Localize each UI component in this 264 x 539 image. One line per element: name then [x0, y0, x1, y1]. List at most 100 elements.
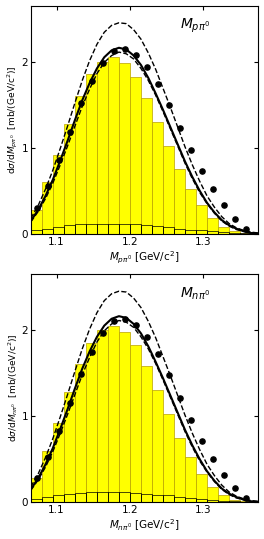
Bar [64, 392, 75, 502]
Bar [53, 495, 64, 502]
Point [167, 370, 171, 379]
Bar [86, 343, 97, 502]
Y-axis label: d$\sigma$/d$M_{p\pi^0}$  [mb/(GeV/c$^2$)]: d$\sigma$/d$M_{p\pi^0}$ [mb/(GeV/c$^2$)] [6, 65, 20, 174]
Bar [229, 233, 240, 234]
Bar [119, 63, 130, 234]
Bar [31, 210, 42, 234]
Point [211, 185, 215, 194]
Bar [207, 487, 218, 502]
Point [178, 123, 182, 132]
Bar [97, 492, 108, 502]
Bar [163, 495, 174, 502]
Bar [141, 225, 152, 234]
Point [145, 333, 149, 341]
Bar [218, 232, 229, 234]
Bar [185, 458, 196, 502]
Bar [31, 499, 42, 502]
Point [244, 224, 248, 233]
Bar [64, 225, 75, 234]
Bar [75, 364, 86, 502]
Bar [141, 366, 152, 502]
Point [156, 80, 160, 88]
Bar [207, 231, 218, 234]
Bar [229, 501, 240, 502]
Bar [86, 74, 97, 234]
Bar [42, 182, 53, 234]
Point [68, 128, 72, 136]
Point [46, 453, 50, 462]
Bar [119, 492, 130, 502]
Bar [163, 414, 174, 502]
Bar [174, 229, 185, 234]
Bar [75, 96, 86, 234]
Point [178, 393, 182, 402]
Bar [108, 57, 119, 234]
Bar [196, 231, 207, 234]
Point [167, 100, 171, 109]
Point [90, 347, 94, 356]
Bar [130, 224, 141, 234]
X-axis label: $M_{p\pi^0}$ [GeV/c$^2$]: $M_{p\pi^0}$ [GeV/c$^2$] [110, 250, 180, 266]
Point [90, 76, 94, 85]
Point [200, 437, 204, 445]
Bar [75, 224, 86, 234]
Bar [119, 224, 130, 234]
Point [134, 50, 138, 59]
Bar [97, 61, 108, 234]
Point [233, 215, 237, 224]
Y-axis label: d$\sigma$/d$M_{n\pi^0}$  [mb/(GeV/c$^2$)]: d$\sigma$/d$M_{n\pi^0}$ [mb/(GeV/c$^2$)] [6, 334, 20, 443]
Bar [130, 77, 141, 234]
Point [46, 182, 50, 191]
Bar [108, 224, 119, 234]
X-axis label: $M_{n\pi^0}$ [GeV/c$^2$]: $M_{n\pi^0}$ [GeV/c$^2$] [110, 518, 180, 534]
Point [101, 329, 105, 338]
Bar [240, 501, 251, 502]
Bar [86, 492, 97, 502]
Bar [218, 227, 229, 234]
Point [233, 484, 237, 493]
Point [57, 426, 61, 435]
Point [145, 63, 149, 71]
Bar [108, 326, 119, 502]
Bar [240, 233, 251, 234]
Point [134, 321, 138, 329]
Bar [97, 224, 108, 234]
Bar [75, 493, 86, 502]
Point [156, 350, 160, 358]
Bar [130, 345, 141, 502]
Bar [53, 155, 64, 234]
Bar [229, 231, 240, 234]
Point [211, 455, 215, 464]
Bar [31, 231, 42, 234]
Bar [185, 230, 196, 234]
Bar [196, 474, 207, 502]
Bar [163, 227, 174, 234]
Bar [86, 224, 97, 234]
Bar [31, 478, 42, 502]
Bar [152, 122, 163, 234]
Point [57, 155, 61, 164]
Point [112, 317, 116, 326]
Point [189, 416, 193, 425]
Bar [152, 390, 163, 502]
Point [79, 370, 83, 378]
Bar [53, 423, 64, 502]
Point [200, 167, 204, 175]
Point [101, 59, 105, 67]
Point [35, 204, 39, 212]
Bar [141, 98, 152, 234]
Bar [152, 226, 163, 234]
Bar [42, 229, 53, 234]
Point [123, 314, 127, 323]
Point [222, 201, 226, 210]
Point [222, 471, 226, 479]
Bar [229, 500, 240, 502]
Text: $M_{p\pi^0}$: $M_{p\pi^0}$ [180, 17, 210, 35]
Bar [196, 499, 207, 502]
Bar [174, 169, 185, 234]
Point [189, 146, 193, 155]
Point [112, 47, 116, 56]
Bar [207, 218, 218, 234]
Bar [119, 331, 130, 502]
Bar [130, 493, 141, 502]
